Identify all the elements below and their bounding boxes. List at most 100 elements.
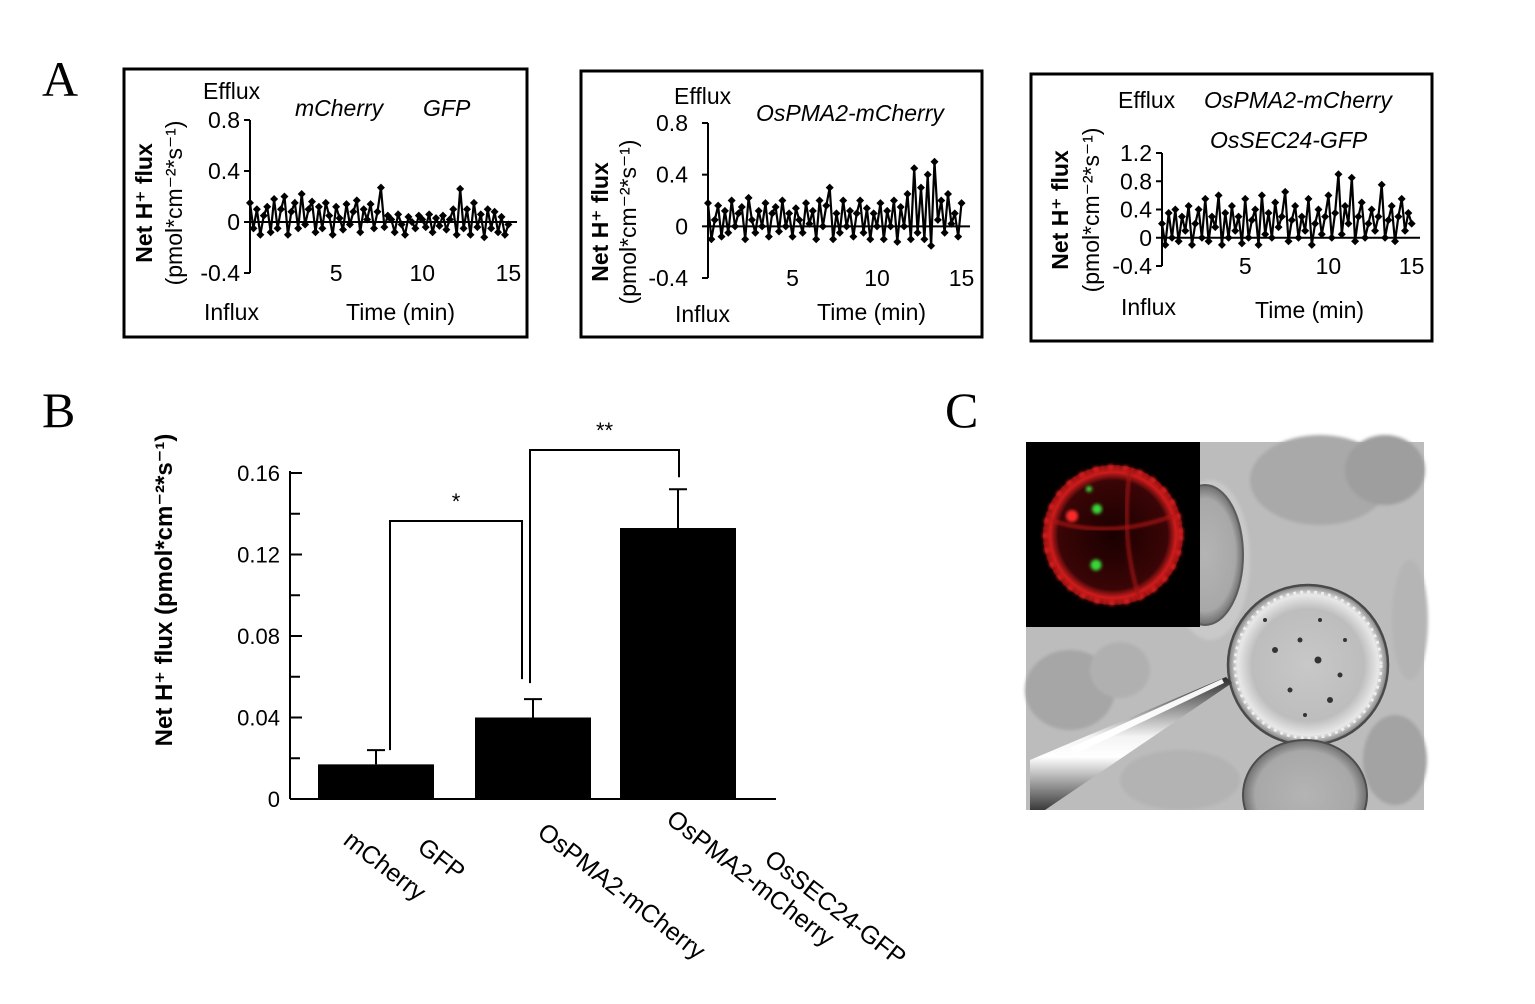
- flux-data-point: [1387, 201, 1396, 210]
- flux-data-point: [1364, 219, 1373, 228]
- flux-data-point: [879, 235, 888, 244]
- y-axis-label-line2: (pmol*cm⁻²*s⁻¹): [1078, 128, 1104, 293]
- flux-data-point: [747, 215, 756, 224]
- flux-data-point: [1194, 205, 1203, 214]
- flux-data-point: [359, 205, 368, 214]
- panel-letter-b: B: [42, 382, 75, 438]
- trace-frame: [1029, 72, 1434, 343]
- flux-data-point: [795, 215, 804, 224]
- flux-data-point: [1344, 219, 1353, 228]
- flux-data-point: [771, 202, 780, 211]
- flux-data-point: [421, 223, 430, 232]
- flux-data-point: [886, 222, 895, 231]
- trace-frame: [579, 69, 984, 339]
- flux-data-point: [818, 222, 827, 231]
- flux-data-point: [1351, 237, 1360, 246]
- y-axis-label-line1: Net H⁺ flux: [587, 162, 613, 282]
- flux-data-point: [710, 215, 719, 224]
- flux-data-point: [933, 215, 942, 224]
- flux-data-point: [835, 228, 844, 237]
- green-spots: [1086, 486, 1102, 571]
- y-axis-label-line1: Net H⁺ flux: [1047, 150, 1073, 270]
- flux-data-point: [490, 207, 499, 216]
- flux-data-point: [256, 230, 265, 239]
- flux-data-point: [452, 230, 461, 239]
- flux-data-point: [734, 209, 743, 218]
- flux-data-point: [1397, 194, 1406, 203]
- flux-data-point: [808, 206, 817, 215]
- flux-data-point: [815, 196, 824, 205]
- significance-marker: **: [596, 418, 614, 443]
- flux-data-point: [318, 224, 327, 233]
- flux-data-point: [397, 220, 406, 229]
- flux-data-point: [744, 193, 753, 202]
- flux-data-point: [373, 207, 382, 216]
- flux-data-point: [339, 225, 348, 234]
- trace-panel-ospma2-ossec24: 1.20.8 0.40-0.4 5 10 15 OsPMA2-mCherry OsSEC24…: [1029, 72, 1434, 343]
- flux-data-point: [411, 224, 420, 233]
- y-tick-label: 0.4: [208, 158, 240, 184]
- flux-data-point: [1321, 212, 1330, 221]
- flux-data-point: [876, 199, 885, 208]
- y-tick-label: 0.8: [1120, 168, 1152, 194]
- flux-data-point: [1241, 194, 1250, 203]
- flux-data-point: [473, 223, 482, 232]
- flux-data-point: [246, 198, 254, 207]
- flux-data-point: [263, 202, 272, 211]
- flux-data-point: [1181, 226, 1190, 235]
- panel-letter-c: C: [945, 382, 978, 438]
- bar-chart-net-h-flux: 0.160.120.080.040***Net H⁺ flux (pmol*cm…: [151, 418, 911, 972]
- flux-data-point: [342, 200, 351, 209]
- flux-data-point: [842, 222, 851, 231]
- flux-data-point: [366, 200, 375, 209]
- construct-label: OsPMA2-mCherry: [1204, 87, 1393, 113]
- flux-data-point: [418, 215, 427, 224]
- y-axis-label-line2: (pmol*cm⁻²*s⁻¹): [615, 140, 641, 305]
- flux-data-point: [1337, 230, 1346, 239]
- flux-data-point: [445, 215, 454, 224]
- flux-data-point: [459, 224, 468, 233]
- flux-data-point: [1224, 233, 1233, 242]
- construct-label: OsSEC24-GFP: [1210, 127, 1368, 153]
- flux-data-point: [428, 228, 437, 237]
- flux-data-point: [1207, 212, 1216, 221]
- flux-data-point: [950, 209, 959, 218]
- bar: [318, 764, 434, 799]
- flux-data-point: [940, 228, 949, 237]
- flux-data-point: [1391, 237, 1400, 246]
- bar-y-tick-label: 0.12: [237, 543, 280, 568]
- flux-data-point: [1404, 209, 1413, 218]
- flux-data-point: [1324, 191, 1333, 200]
- flux-data-point: [852, 209, 861, 218]
- flux-data-point: [1217, 240, 1226, 249]
- flux-data-point: [781, 222, 790, 231]
- y-tick-label: 1.2: [1120, 140, 1152, 166]
- flux-data-point: [435, 221, 444, 230]
- flux-data-point: [1167, 233, 1176, 242]
- x-axis-label: Time (min): [1255, 297, 1364, 323]
- flux-data-point: [1334, 170, 1343, 179]
- flux-data-point: [788, 232, 797, 241]
- flux-data-point: [280, 192, 289, 201]
- x-tick-label: 5: [786, 265, 799, 291]
- y-tick-label: 0: [1139, 225, 1152, 251]
- flux-data-point: [1311, 219, 1320, 228]
- flux-data-point: [856, 196, 865, 205]
- flux-data-point: [432, 214, 441, 223]
- flux-data-point: [1331, 209, 1340, 218]
- influx-label: Influx: [1121, 294, 1176, 320]
- influx-label: Influx: [204, 299, 259, 325]
- construct-label: GFP: [423, 95, 471, 121]
- flux-data-point: [345, 220, 354, 229]
- flux-data-point: [930, 157, 939, 166]
- flux-data-point: [866, 235, 875, 244]
- flux-data-point: [376, 183, 385, 192]
- flux-data-point: [480, 233, 489, 242]
- flux-data-point: [1294, 233, 1303, 242]
- flux-data-point: [839, 196, 848, 205]
- flux-data-point: [301, 220, 310, 229]
- flux-data-point: [947, 219, 956, 228]
- flux-data-point: [1314, 205, 1323, 214]
- flux-data-point: [311, 228, 320, 237]
- y-tick-label: -0.4: [1112, 253, 1152, 279]
